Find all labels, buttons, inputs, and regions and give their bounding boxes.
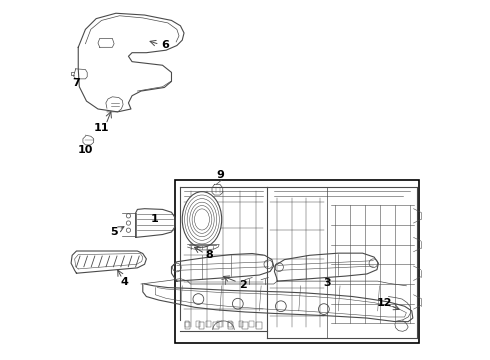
Text: 8: 8 bbox=[205, 250, 213, 260]
Bar bbox=[199, 321, 204, 329]
Bar bbox=[214, 321, 219, 329]
Bar bbox=[228, 321, 233, 329]
Ellipse shape bbox=[182, 192, 221, 247]
Text: 2: 2 bbox=[239, 280, 247, 290]
Bar bbox=[242, 321, 247, 329]
Bar bbox=[185, 320, 190, 327]
Bar bbox=[217, 320, 221, 327]
Bar bbox=[196, 320, 200, 327]
Text: 12: 12 bbox=[376, 298, 392, 308]
Bar bbox=[249, 320, 254, 327]
Text: 10: 10 bbox=[78, 145, 93, 155]
Text: 11: 11 bbox=[94, 123, 109, 133]
Bar bbox=[228, 320, 232, 327]
Bar bbox=[239, 320, 243, 327]
Text: 4: 4 bbox=[121, 277, 129, 287]
Bar bbox=[206, 320, 211, 327]
Text: 9: 9 bbox=[216, 170, 224, 180]
Text: 6: 6 bbox=[161, 40, 170, 50]
Text: 1: 1 bbox=[151, 215, 158, 224]
Text: 5: 5 bbox=[110, 227, 118, 237]
Bar bbox=[185, 321, 190, 329]
Bar bbox=[256, 321, 262, 329]
Text: 7: 7 bbox=[72, 78, 79, 88]
Bar bbox=[175, 180, 419, 343]
Text: 3: 3 bbox=[324, 278, 331, 288]
